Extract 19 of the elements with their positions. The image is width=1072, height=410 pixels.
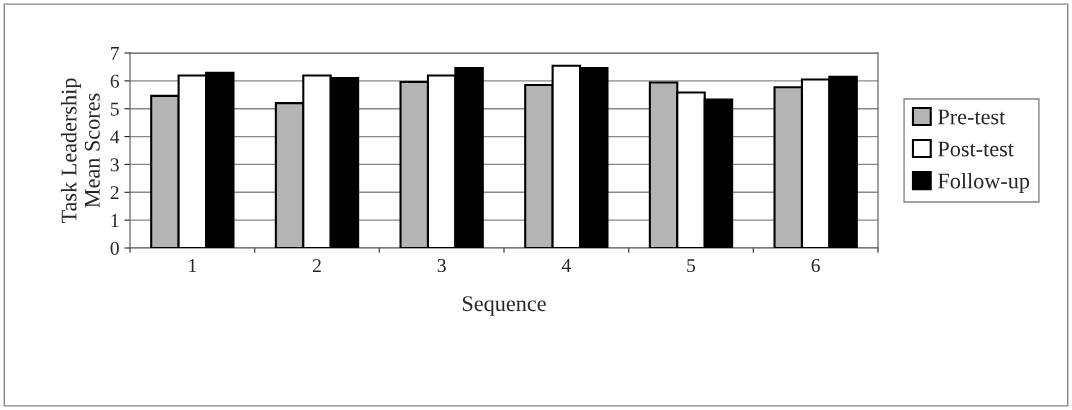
x-tick-label: 2 xyxy=(312,259,321,272)
y-tick-label: 7 xyxy=(111,47,120,60)
y-tick-label: 2 xyxy=(110,186,119,200)
x-tick-label: 5 xyxy=(687,259,696,273)
x-tick-label: 3 xyxy=(437,259,446,273)
y-tick-label: 3 xyxy=(110,158,119,172)
legend-label: Post-test xyxy=(938,141,1014,157)
y-tick-label: 5 xyxy=(110,102,119,116)
x-tick-label: 4 xyxy=(561,259,571,272)
y-tick-label: 1 xyxy=(111,214,119,227)
y-tick-label: 6 xyxy=(110,74,119,88)
x-axis-title: Sequence xyxy=(462,296,546,316)
y-tick-label: 4 xyxy=(110,130,120,144)
y-axis-title: Task Leadership Mean Scores xyxy=(60,78,100,224)
legend-label: Pre-test xyxy=(938,109,1006,125)
x-tick-label: 6 xyxy=(811,259,820,273)
y-tick-label: 0 xyxy=(110,241,119,255)
legend-label: Follow-up xyxy=(938,172,1030,194)
x-tick-label: 1 xyxy=(189,259,197,272)
